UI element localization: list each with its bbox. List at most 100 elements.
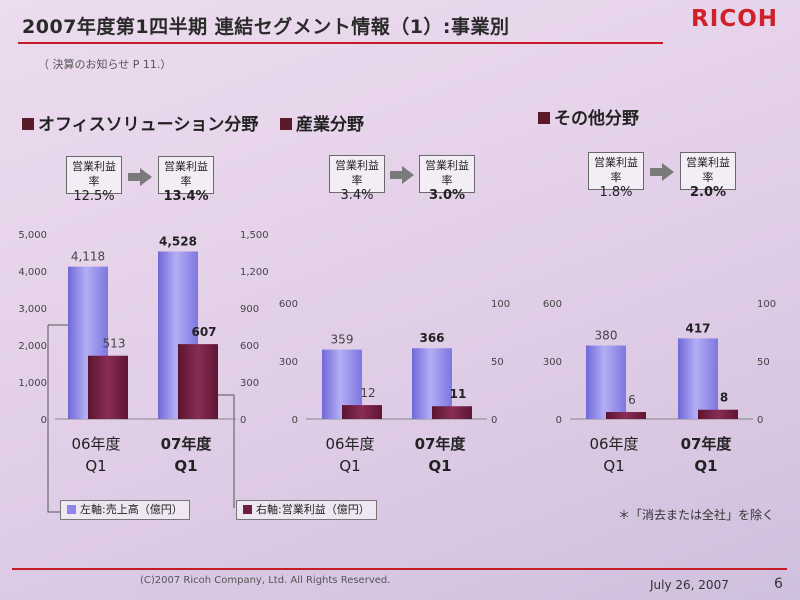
left-axis-tick-label: 0 [556, 415, 562, 426]
right-axis-tick-label: 0 [240, 415, 246, 426]
legend-swatch-profit [243, 505, 252, 514]
margin-box-office-curr: 営業利益率 13.4% [158, 156, 214, 204]
slide-date: July 26, 2007 [650, 578, 729, 592]
margin-value-prev: 1.8% [599, 185, 633, 200]
right-axis-tick-label: 50 [757, 357, 770, 368]
category-label: 06年度 [71, 435, 120, 453]
right-axis-tick-label: 100 [491, 299, 510, 310]
category-sublabel: Q1 [603, 457, 624, 475]
source-note: （ 決算のお知らせ P 11.） [38, 58, 172, 71]
sales-bar [586, 345, 626, 419]
right-axis-tick-label: 900 [240, 304, 259, 315]
category-sublabel: Q1 [428, 457, 451, 475]
margin-label: 営業利益率 [164, 160, 208, 188]
category-label: 06年度 [589, 435, 638, 453]
right-axis-tick-label: 0 [757, 415, 763, 426]
profit-bar [178, 344, 218, 419]
category-sublabel: Q1 [174, 457, 197, 475]
right-axis-tick-label: 1,500 [240, 230, 269, 241]
legend-sales: 左軸:売上高（億円） [60, 500, 190, 520]
exclusion-note: ＊「消去または全社」を除く [618, 508, 775, 522]
right-arrow-icon [650, 163, 674, 181]
margin-box-industry-curr: 営業利益率 3.0% [419, 155, 475, 203]
left-axis-tick-label: 3,000 [18, 304, 47, 315]
bullet-square-icon [22, 118, 34, 130]
margin-value-prev: 3.4% [340, 188, 374, 203]
profit-bar [432, 406, 472, 419]
margin-label: 営業利益率 [686, 156, 730, 184]
right-arrow-icon [128, 168, 152, 186]
category-label: 07年度 [681, 435, 733, 453]
margin-box-other-prev: 営業利益率 1.8% [588, 152, 644, 200]
margin-box-other-curr: 営業利益率 2.0% [680, 152, 736, 200]
profit-value-label: 6 [628, 393, 636, 407]
left-axis-tick-label: 300 [279, 357, 298, 368]
legend-profit-label: 右軸:営業利益（億円） [256, 503, 370, 516]
copyright: (C)2007 Ricoh Company, Ltd. All Rights R… [140, 575, 391, 586]
bullet-square-icon [538, 112, 550, 124]
legend-leader-right [211, 394, 235, 508]
category-label: 07年度 [161, 435, 213, 453]
segment-title-office-text: オフィスソリューション分野 [38, 115, 259, 135]
segment-title-other-text: その他分野 [554, 109, 639, 129]
sales-value-label: 359 [331, 333, 354, 347]
category-sublabel: Q1 [339, 457, 360, 475]
sales-value-label: 417 [685, 321, 710, 335]
category-sublabel: Q1 [85, 457, 106, 475]
category-label: 07年度 [415, 435, 467, 453]
sales-value-label: 366 [419, 331, 444, 345]
left-axis-tick-label: 0 [292, 415, 298, 426]
sales-value-label: 4,528 [159, 234, 197, 248]
right-axis-tick-label: 0 [491, 415, 497, 426]
margin-value-curr: 3.0% [428, 188, 466, 203]
legend-profit: 右軸:営業利益（億円） [236, 500, 377, 520]
bullet-square-icon [280, 118, 292, 130]
category-sublabel: Q1 [694, 457, 717, 475]
left-axis-tick-label: 1,000 [18, 378, 47, 389]
segment-title-industry-text: 産業分野 [296, 115, 364, 135]
legend-leader-left [47, 325, 60, 513]
sales-value-label: 4,118 [71, 250, 105, 264]
right-axis-tick-label: 600 [240, 341, 259, 352]
profit-bar [606, 412, 646, 419]
segment-title-other: その他分野 [538, 104, 639, 129]
page-title: 2007年度第1四半期 連結セグメント情報（1）:事業別 [22, 16, 510, 38]
profit-value-label: 11 [450, 387, 467, 401]
left-axis-tick-label: 600 [279, 299, 298, 310]
profit-bar [342, 405, 382, 419]
margin-value-curr: 2.0% [689, 185, 727, 200]
right-axis-tick-label: 1,200 [240, 267, 269, 278]
margin-value-prev: 12.5% [73, 189, 115, 204]
sales-value-label: 380 [595, 329, 618, 343]
profit-value-label: 12 [360, 386, 375, 400]
left-axis-tick-label: 5,000 [18, 230, 47, 241]
segment-title-office: オフィスソリューション分野 [22, 110, 258, 135]
left-axis-tick-label: 2,000 [18, 341, 47, 352]
left-axis-tick-label: 4,000 [18, 267, 47, 278]
margin-value-curr: 13.4% [163, 189, 209, 204]
page-number: 6 [774, 576, 783, 592]
ricoh-logo: RICOH [691, 6, 778, 32]
profit-bar [698, 409, 738, 419]
margin-label: 営業利益率 [594, 156, 638, 184]
profit-value-label: 8 [720, 391, 728, 405]
right-axis-tick-label: 50 [491, 357, 504, 368]
profit-value-label: 607 [191, 325, 216, 339]
right-arrow-icon [390, 166, 414, 184]
category-label: 06年度 [325, 435, 374, 453]
title-divider [18, 42, 663, 44]
right-axis-tick-label: 100 [757, 299, 776, 310]
sales-bar [678, 338, 718, 419]
left-axis-tick-label: 600 [543, 299, 562, 310]
legend-sales-label: 左軸:売上高（億円） [80, 503, 183, 516]
profit-value-label: 513 [103, 337, 126, 351]
left-axis-tick-label: 300 [543, 357, 562, 368]
segment-title-industry: 産業分野 [280, 110, 364, 135]
margin-label: 営業利益率 [72, 160, 116, 188]
margin-box-office-prev: 営業利益率 12.5% [66, 156, 122, 204]
right-axis-tick-label: 300 [240, 378, 259, 389]
margin-box-industry-prev: 営業利益率 3.4% [329, 155, 385, 203]
profit-bar [88, 355, 128, 419]
margin-label: 営業利益率 [425, 159, 469, 187]
